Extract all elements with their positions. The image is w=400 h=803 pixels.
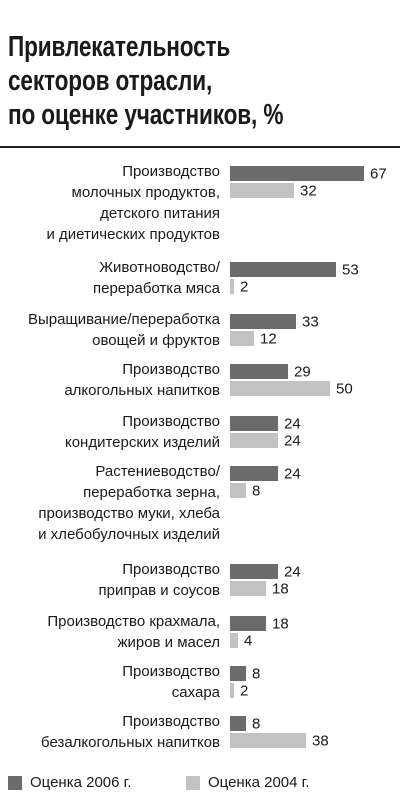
bar-2006: [230, 616, 266, 631]
category-label: Производство крахмала, жиров и масел: [47, 611, 220, 653]
value-label-2006: 8: [252, 716, 260, 733]
bar-2006: [230, 716, 246, 731]
value-label-2004: 38: [312, 733, 329, 750]
category-label-line: Производство: [122, 413, 220, 430]
category-label-line: переработка зерна,: [83, 484, 220, 501]
value-label-2004: 24: [284, 433, 301, 450]
category-label-line: Производство: [122, 163, 220, 180]
bar-2006: [230, 314, 296, 329]
value-label-2004: 32: [300, 183, 317, 200]
value-label-2004: 4: [244, 633, 252, 650]
value-label-2004: 2: [240, 279, 248, 296]
category-label: Растениеводство/переработка зерна, произв…: [38, 461, 220, 545]
legend-swatch-2004: [186, 776, 200, 790]
bar-2006: [230, 364, 288, 379]
bar-2004: [230, 733, 306, 748]
category-label-line: производство муки, хлеба: [38, 505, 220, 522]
chart-title-line: Привлекательность: [8, 31, 231, 63]
value-label-2006: 8: [252, 666, 260, 683]
category-label-line: кондитерских изделий: [64, 434, 220, 451]
bar-2004: [230, 331, 254, 346]
value-label-2004: 50: [336, 381, 353, 398]
bar-2004: [230, 483, 246, 498]
chart-title-line: по оценке участников, %: [8, 99, 284, 131]
value-label-2004: 12: [260, 331, 277, 348]
legend-item-2006: Оценка 2006 г.: [8, 772, 131, 794]
category-label: Производство кондитерских изделий: [65, 411, 220, 453]
category-label: Производство безалкогольных напитков: [41, 711, 220, 753]
bar-2004: [230, 683, 234, 698]
bar-2006: [230, 416, 278, 431]
category-label-line: Производство: [122, 663, 220, 680]
category-label: Производство сахара: [122, 661, 220, 703]
bar-2006: [230, 466, 278, 481]
category-label: Производство молочных продуктов, детского …: [46, 161, 220, 245]
legend-item-2004: Оценка 2004 г.: [186, 772, 309, 794]
category-label-line: приправ и соусов: [98, 582, 221, 599]
bar-2004: [230, 183, 294, 198]
category-label: Производство алкогольных напитков: [64, 359, 220, 401]
category-label: Животноводство/переработка мяса: [93, 257, 220, 299]
legend: Оценка 2006 г. Оценка 2004 г.: [8, 772, 388, 794]
value-label-2006: 24: [284, 564, 301, 581]
chart-title-line: секторов отрасли,: [8, 65, 213, 97]
category-label-line: Производство: [122, 713, 220, 730]
value-label-2004: 18: [272, 581, 289, 598]
value-label-2006: 29: [294, 364, 311, 381]
bar-2006: [230, 666, 246, 681]
value-label-2006: 67: [370, 166, 387, 183]
category-label: Выращивание/переработка овощей и фруктов: [28, 309, 220, 351]
category-label: Производство приправ и соусов: [99, 559, 221, 601]
value-label-2004: 2: [240, 683, 248, 700]
value-label-2004: 8: [252, 483, 260, 500]
bar-2004: [230, 433, 278, 448]
legend-swatch-2006: [8, 776, 22, 790]
category-label-line: алкогольных напитков: [64, 382, 220, 399]
chart-title: Привлекательность секторов отрасли, по о…: [8, 30, 308, 132]
category-label-line: Животноводство/: [99, 259, 220, 276]
category-label-line: Растениеводство/: [95, 463, 220, 480]
category-label-line: сахара: [171, 684, 220, 701]
value-label-2006: 18: [272, 616, 289, 633]
category-label-line: детского питания: [100, 205, 220, 222]
bar-2004: [230, 381, 330, 396]
bar-2004: [230, 279, 234, 294]
category-label-line: жиров и масел: [117, 634, 220, 651]
value-label-2006: 33: [302, 314, 319, 331]
bar-2006: [230, 262, 336, 277]
bar-2004: [230, 581, 266, 596]
bar-2006: [230, 564, 278, 579]
legend-label-2004: Оценка 2004 г.: [208, 774, 310, 791]
value-label-2006: 53: [342, 262, 359, 279]
value-label-2006: 24: [284, 416, 301, 433]
category-label-line: Производство крахмала,: [47, 613, 220, 630]
category-label-line: овощей и фруктов: [92, 332, 220, 349]
category-label-line: переработка мяса: [93, 280, 220, 297]
category-label-line: Производство: [122, 361, 220, 378]
legend-label-2006: Оценка 2006 г.: [30, 774, 132, 791]
category-label-line: безалкогольных напитков: [41, 734, 220, 751]
category-label-line: Выращивание/переработка: [27, 311, 220, 328]
category-label-line: Производство: [122, 561, 220, 578]
bar-2006: [230, 166, 364, 181]
value-label-2006: 24: [284, 466, 301, 483]
category-label-line: молочных продуктов,: [71, 184, 220, 201]
bar-2004: [230, 633, 238, 648]
title-divider: [0, 146, 400, 148]
category-label-line: и хлебобулочных изделий: [38, 526, 220, 543]
category-label-line: и диетических продуктов: [46, 226, 220, 243]
